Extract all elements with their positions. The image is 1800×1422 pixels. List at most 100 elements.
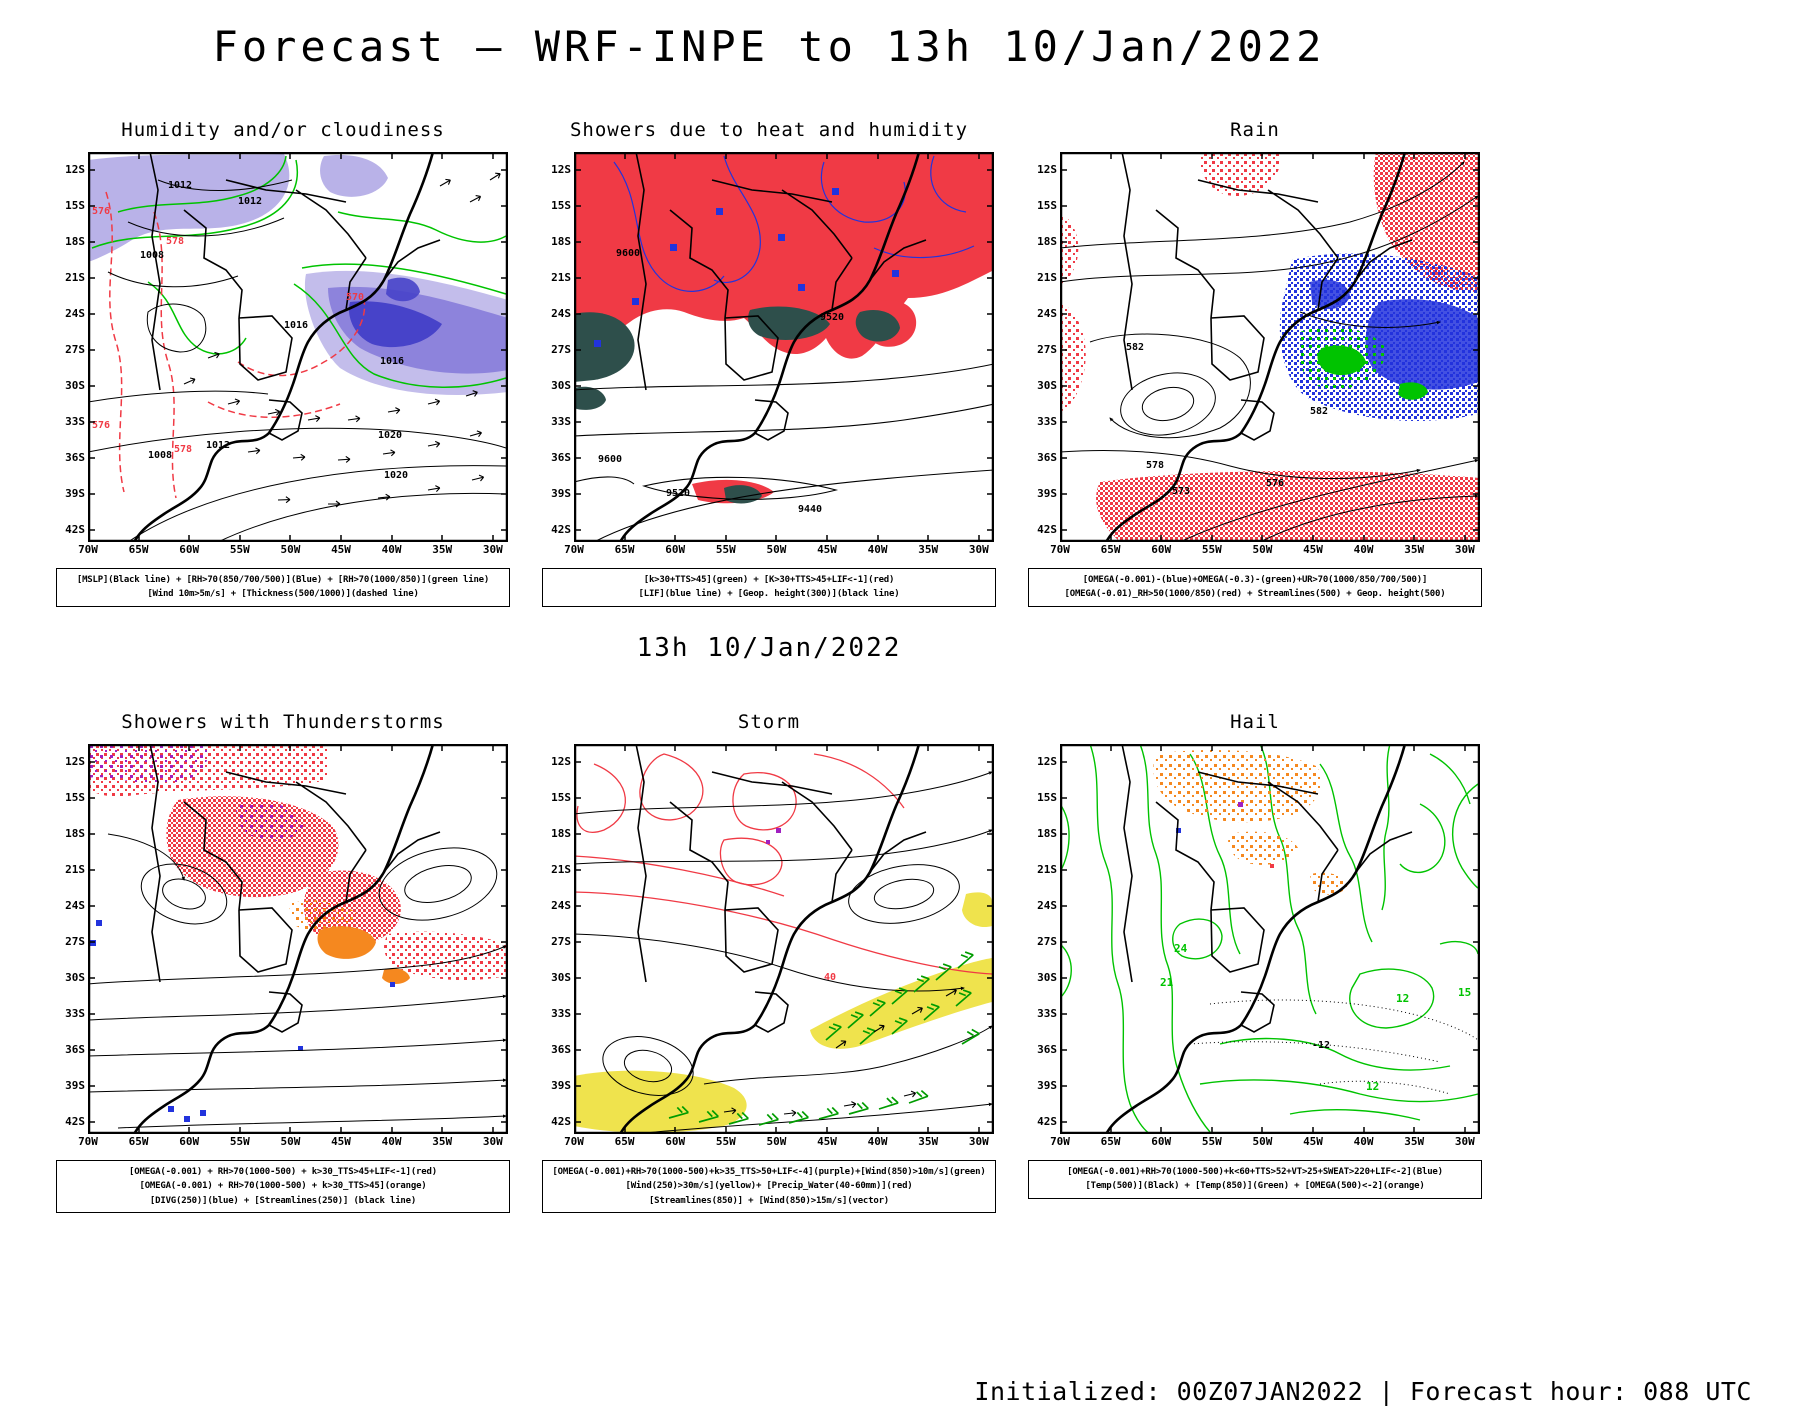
svg-text:573: 573 [1172, 486, 1190, 497]
lat-tick-label: 18S [551, 826, 571, 840]
lat-tick-label: 18S [65, 826, 85, 840]
lif-blue-contours [613, 155, 975, 292]
lat-tick-label: 36S [1037, 1042, 1057, 1056]
panel-title: Rain [1230, 119, 1280, 141]
svg-text:12: 12 [1366, 1080, 1379, 1093]
lat-tick-label: 18S [551, 235, 571, 248]
lat-tick-label: 12S [65, 163, 85, 176]
lat-tick-label: 18S [1037, 235, 1057, 248]
lat-tick-label: 30S [65, 379, 85, 392]
map-canvas-storm: 40 [574, 743, 994, 1134]
lat-tick-label: 30S [65, 970, 85, 984]
lat-tick-label: 12S [551, 754, 571, 768]
lat-tick-label: 39S [65, 1078, 85, 1092]
lat-tick-label: 30S [551, 970, 571, 984]
lat-tick-label: 33S [1037, 1006, 1057, 1020]
panel-title: Storm [737, 710, 801, 733]
lon-tick-label: 60W [665, 543, 686, 556]
map-border [88, 743, 508, 1134]
init-footer: Initialized: 00Z07JAN2022 | Forecast hou… [974, 1377, 1752, 1406]
map-box: 70W 65W 60W 55W 50W 45W 40W 35W 30W [78, 743, 508, 1151]
lon-tick-label: 35W [1404, 543, 1425, 556]
lat-tick-label: 42S [65, 1114, 85, 1128]
longitude-axis: 70W 65W 60W 55W 50W 45W 40W 35W 30W [564, 1134, 994, 1151]
map-box: 24 21 12 15 12 -12 70W 65W 60W 55W 50W 45W 40W… [1050, 743, 1480, 1151]
lon-tick-label: 45W [331, 1134, 351, 1148]
severe-dark-areas [574, 306, 900, 504]
lat-tick-label: 18S [65, 235, 85, 248]
bottom-row: Showers with Thunderstorms 12S 15S 18S 21S 2… [56, 710, 1482, 1213]
map-box: 1012 1012 1008 1016 1016 1020 1020 1008 … [78, 152, 508, 559]
lon-tick-label: 65W [1100, 1134, 1121, 1148]
svg-text:9520: 9520 [666, 488, 690, 499]
svg-text:1012: 1012 [168, 180, 192, 191]
legend-line: [OMEGA(-0.001) + RH>70(1000-500) + k>30_… [129, 1166, 437, 1177]
map-border [574, 743, 994, 1134]
contour-labels-black: 582 582 578 573 576 [1126, 342, 1328, 497]
panel-title: Showers due to heat and humidity [569, 119, 969, 141]
lat-tick-label: 15S [551, 790, 571, 804]
lon-tick-label: 40W [867, 1134, 888, 1148]
lon-tick-label: 60W [1151, 543, 1172, 556]
lif-markers [594, 188, 899, 347]
streamlines-500 [1060, 161, 1479, 542]
map-border [1060, 743, 1480, 1134]
legend-line: [DIVG(250)](blue) + [Streamlines(250)] (… [149, 1195, 417, 1206]
lat-tick-label: 36S [1037, 451, 1057, 464]
map-canvas-showers-heat: 9600 9520 9600 9520 9440 [574, 152, 994, 542]
svg-text:578: 578 [166, 236, 184, 247]
lat-tick-label: 24S [1037, 898, 1057, 912]
temp500-black-contours [1189, 999, 1479, 1095]
map-canvas-rain: 582 582 578 573 576 [1060, 152, 1480, 542]
lat-tick-label: 42S [551, 1114, 571, 1128]
lon-tick-label: 55W [715, 543, 736, 556]
lon-tick-label: 50W [766, 543, 787, 556]
map-canvas-thunderstorms [88, 743, 508, 1134]
svg-text:1012: 1012 [238, 196, 262, 207]
lon-tick-label: 40W [381, 1134, 402, 1148]
lon-tick-label: 35W [918, 1134, 939, 1148]
valid-time-subtitle: 13h 10/Jan/2022 [636, 632, 902, 663]
lon-tick-label: 70W [78, 1134, 98, 1148]
svg-text:1012: 1012 [206, 440, 230, 451]
svg-text:1016: 1016 [380, 356, 404, 367]
lat-tick-label: 24S [551, 898, 571, 912]
lat-tick-label: 21S [65, 271, 85, 284]
map-box: 582 582 578 573 576 70W 65W 60W 55W 50W 45W 40… [1050, 152, 1480, 559]
latitude-axis: 12S 15S 18S 21S 24S 27S 30S 33S 36S 39S 42S [544, 744, 574, 1151]
longitude-axis: 70W 65W 60W 55W 50W 45W 40W 35W 30W [78, 1134, 508, 1151]
svg-text:1020: 1020 [384, 470, 408, 481]
legend-line: [k>30+TTS>45](green) + [K>30+TTS>45+LIF<… [643, 575, 895, 585]
contour-labels-green: 24 21 12 15 12 [1160, 942, 1471, 1093]
rain-red-speckles [1060, 152, 1480, 542]
lat-tick-label: 12S [65, 754, 85, 768]
panel-title: Showers with Thunderstorms [121, 710, 445, 733]
lon-tick-label: 30W [968, 543, 989, 556]
lon-tick-label: 45W [1303, 1134, 1323, 1148]
lon-tick-label: 55W [1201, 543, 1222, 556]
lon-tick-label: 65W [1100, 543, 1121, 556]
lon-tick-label: 30W [1454, 543, 1475, 556]
lat-tick-label: 21S [551, 271, 571, 284]
legend-line: [Temp(500)](Black) + [Temp(850)](Green) … [1085, 1181, 1425, 1192]
lat-tick-label: 36S [551, 451, 571, 464]
panel-storm: Storm 12S 15S 18S 21S 24S 27S 30S 33S 36S 39S 42S [542, 710, 996, 1213]
lat-tick-label: 24S [551, 307, 571, 320]
svg-text:24: 24 [1174, 942, 1188, 955]
lat-tick-label: 36S [551, 1042, 571, 1056]
svg-text:15: 15 [1458, 986, 1471, 999]
contour-labels-red: 576 578 570 576 578 [92, 206, 364, 455]
lat-tick-label: 39S [551, 487, 571, 500]
svg-text:582: 582 [1126, 342, 1144, 353]
lat-tick-label: 21S [1037, 271, 1057, 284]
lat-tick-label: 15S [551, 199, 571, 212]
longitude-axis: 70W 65W 60W 55W 50W 45W 40W 35W 30W [1050, 542, 1480, 559]
country-borders [635, 743, 927, 1033]
mslp-black-contours [88, 179, 507, 542]
lat-tick-label: 27S [551, 343, 571, 356]
lat-tick-label: 27S [65, 343, 85, 356]
lat-tick-label: 27S [1037, 934, 1057, 948]
lon-tick-label: 60W [1151, 1134, 1172, 1148]
lat-tick-label: 33S [1037, 415, 1057, 428]
lon-tick-label: 30W [482, 1134, 503, 1148]
